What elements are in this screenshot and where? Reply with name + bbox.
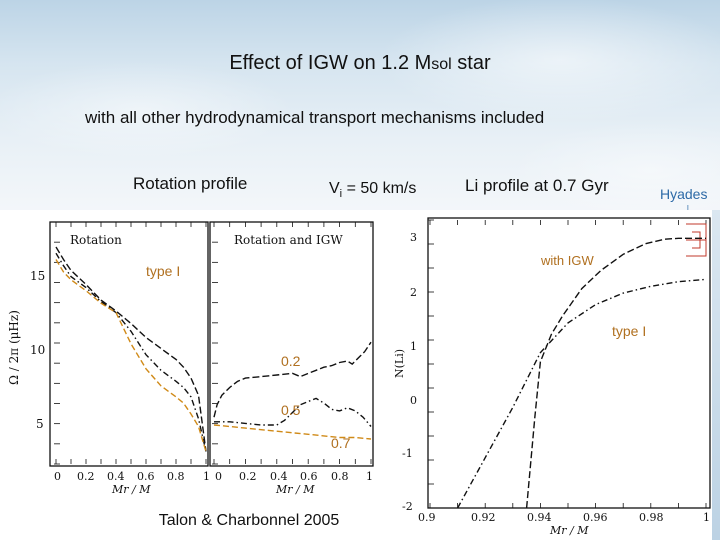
li-y-axis-label: N(Li) xyxy=(393,349,406,378)
credit-citation: Talon & Charbonnel 2005 xyxy=(138,502,360,538)
li-x-tick-1: 1 xyxy=(703,511,710,524)
annotation-type1-right: type I xyxy=(612,323,646,339)
li-y-tick-3: 3 xyxy=(410,231,417,244)
li-x-tick-098: 0.98 xyxy=(639,511,664,524)
rotation-panel-title: Rotation xyxy=(70,233,122,247)
x-tick-1-b: 1 xyxy=(366,470,373,483)
slide-subtitle: with all other hydrodynamical transport … xyxy=(85,108,545,127)
rotation-profile-label: Rotation profile xyxy=(133,174,248,193)
series-line-2-0 xyxy=(525,237,706,509)
x-tick-02-b: 0.2 xyxy=(239,470,257,483)
rotation-igw-panel-title: Rotation and IGW xyxy=(234,233,343,247)
rotation-panel-frame xyxy=(49,221,209,467)
series-line-1-2 xyxy=(213,424,372,440)
velocity-value: = 50 km/s xyxy=(342,180,417,197)
x-tick-0-b: 0 xyxy=(215,470,222,483)
x-tick-04-b: 0.4 xyxy=(270,470,288,483)
li-profile-label: Li profile at 0.7 Gyr xyxy=(465,176,609,195)
x-tick-06-b: 0.6 xyxy=(300,470,318,483)
velocity-symbol: V xyxy=(329,180,340,197)
li-y-tick-1: 1 xyxy=(410,340,417,353)
velocity-subscript: i xyxy=(339,188,343,201)
li-x-tick-096: 0.96 xyxy=(583,511,608,524)
background-strip-right xyxy=(712,210,720,540)
x-tick-06-a: 0.6 xyxy=(137,470,155,483)
annotation-type1-left: type I xyxy=(146,263,180,279)
annotation-05: 0.5 xyxy=(281,402,301,418)
hyades-bracket xyxy=(686,223,707,257)
figure-panel: Rotation Rotation and IGW 15 10 5 0 0.2 … xyxy=(0,210,712,540)
velocity-label: Vi = 50 km/s xyxy=(329,180,416,200)
annotation-with-igw: with IGW xyxy=(540,253,594,268)
x-axis-label-b: Mr / M xyxy=(275,483,315,496)
li-y-tick-m2: -2 xyxy=(402,500,413,513)
x-tick-08-a: 0.8 xyxy=(167,470,185,483)
hyades-arrow-icon: ↓ xyxy=(684,201,692,219)
title-suffix: star xyxy=(451,52,491,74)
li-x-axis-label: Mr / M xyxy=(549,524,589,537)
series-line-2-1 xyxy=(456,278,707,509)
x-tick-08-b: 0.8 xyxy=(331,470,349,483)
series-line-0-2 xyxy=(55,259,207,452)
li-y-tick-0: 0 xyxy=(410,394,417,407)
x-tick-1-a: 1 xyxy=(203,470,210,483)
x-tick-04-a: 0.4 xyxy=(107,470,125,483)
figure-svg: Rotation Rotation and IGW 15 10 5 0 0.2 … xyxy=(7,217,711,537)
annotation-07: 0.7 xyxy=(331,435,351,451)
li-x-tick-092: 0.92 xyxy=(471,511,496,524)
series-line-0-1 xyxy=(55,252,207,452)
li-panel-frame xyxy=(427,217,711,509)
axis-ticks xyxy=(54,219,707,509)
x-tick-02-a: 0.2 xyxy=(77,470,95,483)
series-line-0-0 xyxy=(55,246,207,452)
li-y-tick-m1: -1 xyxy=(402,447,413,460)
title-subscript: sol xyxy=(431,56,452,73)
annotation-02: 0.2 xyxy=(281,353,301,369)
rotation-igw-panel-frame xyxy=(209,221,374,467)
li-y-tick-2: 2 xyxy=(410,286,417,299)
y-tick-10: 10 xyxy=(30,343,45,357)
slide-title: Effect of IGW on 1.2 Msol star xyxy=(0,52,720,75)
series-line-1-1 xyxy=(214,397,372,427)
background-clouds xyxy=(0,0,720,215)
li-x-tick-094: 0.94 xyxy=(527,511,552,524)
y-axis-label-a: Ω / 2π (μHz) xyxy=(7,310,21,385)
y-tick-5: 5 xyxy=(36,417,44,431)
series-layer xyxy=(55,237,707,509)
hyades-label: Hyades xyxy=(660,186,708,202)
y-tick-15: 15 xyxy=(30,269,45,283)
x-axis-label-a: Mr / M xyxy=(111,483,151,496)
x-tick-0-a: 0 xyxy=(54,470,61,483)
title-text: Effect of IGW on 1.2 M xyxy=(229,52,432,74)
li-x-tick-090: 0.9 xyxy=(418,511,436,524)
